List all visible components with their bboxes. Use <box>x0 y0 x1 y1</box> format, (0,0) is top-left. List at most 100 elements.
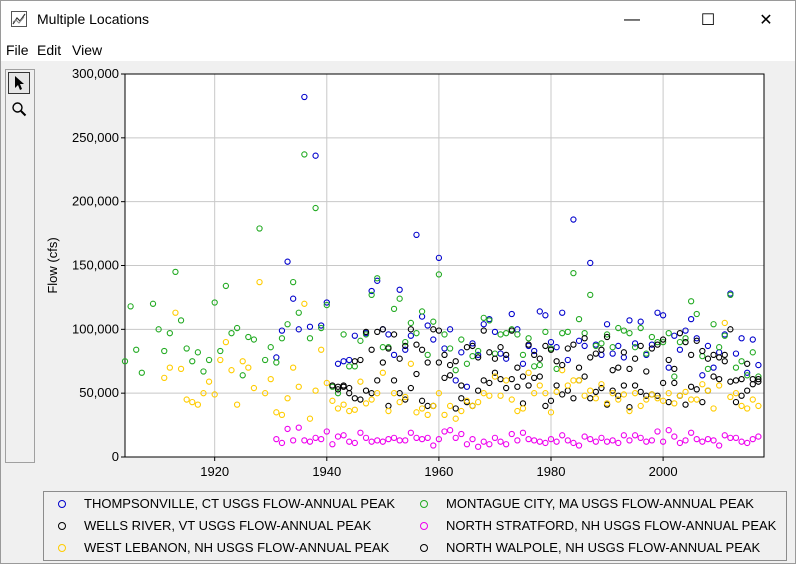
data-point <box>250 336 258 343</box>
data-point <box>250 384 258 392</box>
data-point <box>446 345 454 352</box>
data-point <box>525 435 532 443</box>
data-point <box>306 323 314 330</box>
y-tick-label: 50,000 <box>79 385 119 400</box>
select-tool-button[interactable] <box>8 72 30 94</box>
data-point <box>334 360 342 367</box>
data-point <box>637 434 644 441</box>
data-point <box>273 435 280 443</box>
data-point <box>581 392 588 399</box>
data-point <box>368 346 375 353</box>
data-point <box>329 382 336 389</box>
data-point <box>121 358 129 365</box>
data-point <box>256 225 263 232</box>
maximize-icon: ☐ <box>700 12 716 29</box>
data-point <box>536 382 543 389</box>
data-point <box>480 390 487 397</box>
data-point <box>732 434 740 441</box>
data-point <box>491 355 499 362</box>
data-point <box>716 354 723 361</box>
data-point <box>682 338 689 346</box>
data-point <box>418 346 426 353</box>
data-point <box>704 387 712 394</box>
arrow-pointer-icon <box>15 76 24 90</box>
data-point <box>654 395 661 402</box>
legend-label: NORTH WALPOLE, NH USGS FLOW-ANNUAL PEAK <box>446 540 761 555</box>
data-point <box>659 438 667 445</box>
data-point <box>357 356 364 364</box>
data-point <box>452 434 459 441</box>
data-point <box>744 439 751 447</box>
data-point <box>245 333 252 341</box>
data-point <box>441 351 448 359</box>
data-point <box>480 314 487 321</box>
data-point <box>205 378 213 385</box>
data-point <box>385 345 392 352</box>
data-point <box>138 369 145 376</box>
menu-view[interactable]: View <box>72 42 103 58</box>
data-point <box>390 331 398 338</box>
data-point <box>615 364 622 371</box>
data-point <box>402 346 409 353</box>
data-point <box>620 382 628 389</box>
data-point <box>615 392 622 399</box>
data-point <box>334 405 342 412</box>
data-point <box>716 375 723 383</box>
data-point <box>609 367 616 374</box>
zoom-tool-button[interactable] <box>8 98 30 120</box>
legend-marker-icon <box>420 543 428 552</box>
data-point <box>469 340 476 347</box>
minimize-button[interactable]: — <box>609 1 655 39</box>
data-point <box>749 435 756 443</box>
data-point <box>273 359 280 366</box>
data-point <box>278 327 286 334</box>
data-point <box>643 368 650 375</box>
data-point <box>570 216 577 223</box>
data-point <box>693 335 700 342</box>
data-point <box>351 358 358 365</box>
data-point <box>721 319 728 327</box>
data-point <box>508 396 515 403</box>
data-point <box>615 342 622 350</box>
data-point <box>189 358 196 365</box>
data-point <box>676 346 684 353</box>
menu-file[interactable]: File <box>6 42 29 58</box>
data-point <box>503 441 510 448</box>
data-point <box>693 310 700 318</box>
data-point <box>323 379 330 387</box>
data-point <box>575 442 583 449</box>
data-point <box>441 428 448 435</box>
data-point <box>172 268 179 276</box>
plot-area[interactable]: 0 50,000 100,000 150,000 200,000 250,000 300,0… <box>39 63 769 483</box>
data-point <box>245 364 252 371</box>
x-tick-label: 1940 <box>312 464 341 479</box>
data-point <box>351 395 358 402</box>
data-point <box>514 331 521 338</box>
data-point <box>233 401 241 408</box>
menu-edit[interactable]: Edit <box>37 42 62 58</box>
scatter-chart[interactable]: 0 50,000 100,000 150,000 200,000 250,000 300,0… <box>39 63 769 483</box>
data-point <box>654 392 661 399</box>
data-point <box>732 398 740 406</box>
data-point <box>301 93 308 101</box>
data-point <box>687 315 695 323</box>
data-point <box>744 405 751 412</box>
data-point <box>687 429 695 436</box>
data-point <box>749 349 756 356</box>
maximize-button[interactable]: ☐ <box>685 1 731 39</box>
data-point <box>497 392 504 399</box>
data-point <box>435 390 443 397</box>
data-point <box>424 322 431 329</box>
data-point <box>531 351 538 359</box>
data-point <box>318 346 325 353</box>
data-point <box>446 427 454 434</box>
data-point <box>357 396 364 403</box>
data-point <box>480 321 487 328</box>
close-button[interactable]: ✕ <box>743 1 789 39</box>
data-point <box>306 335 314 342</box>
data-point <box>334 433 342 440</box>
legend-item: WEST LEBANON, NH USGS FLOW-ANNUAL PEAK <box>44 540 389 555</box>
data-point <box>699 438 706 445</box>
data-point <box>710 373 717 380</box>
